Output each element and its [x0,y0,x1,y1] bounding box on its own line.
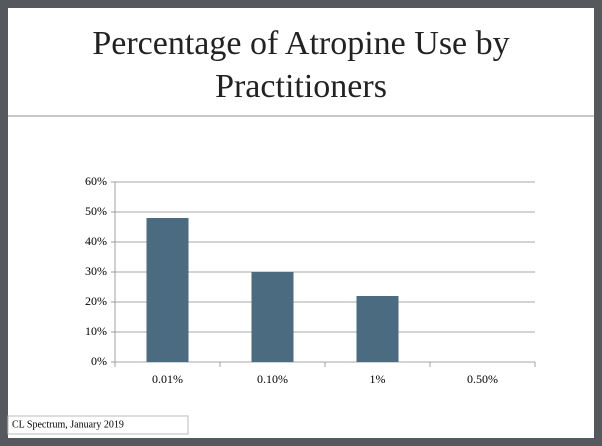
x-tick-label: 0.01% [152,372,183,386]
slide-background [8,8,594,438]
y-tick-label: 0% [91,354,107,368]
bar [251,272,294,362]
y-tick-label: 60% [85,174,107,188]
x-tick-label: 0.10% [257,372,288,386]
x-tick-label: 1% [370,372,386,386]
y-tick-label: 10% [85,324,107,338]
bar [146,218,189,362]
y-tick-label: 50% [85,204,107,218]
y-tick-label: 20% [85,294,107,308]
bar [356,296,399,362]
y-tick-label: 40% [85,234,107,248]
y-tick-label: 30% [85,264,107,278]
source-box [7,415,189,435]
source-note: CL Spectrum, January 2019 [12,419,124,430]
chart-title: Practitioners [215,68,387,105]
chart-title: Percentage of Atropine Use by [92,25,509,62]
x-tick-label: 0.50% [467,372,498,386]
